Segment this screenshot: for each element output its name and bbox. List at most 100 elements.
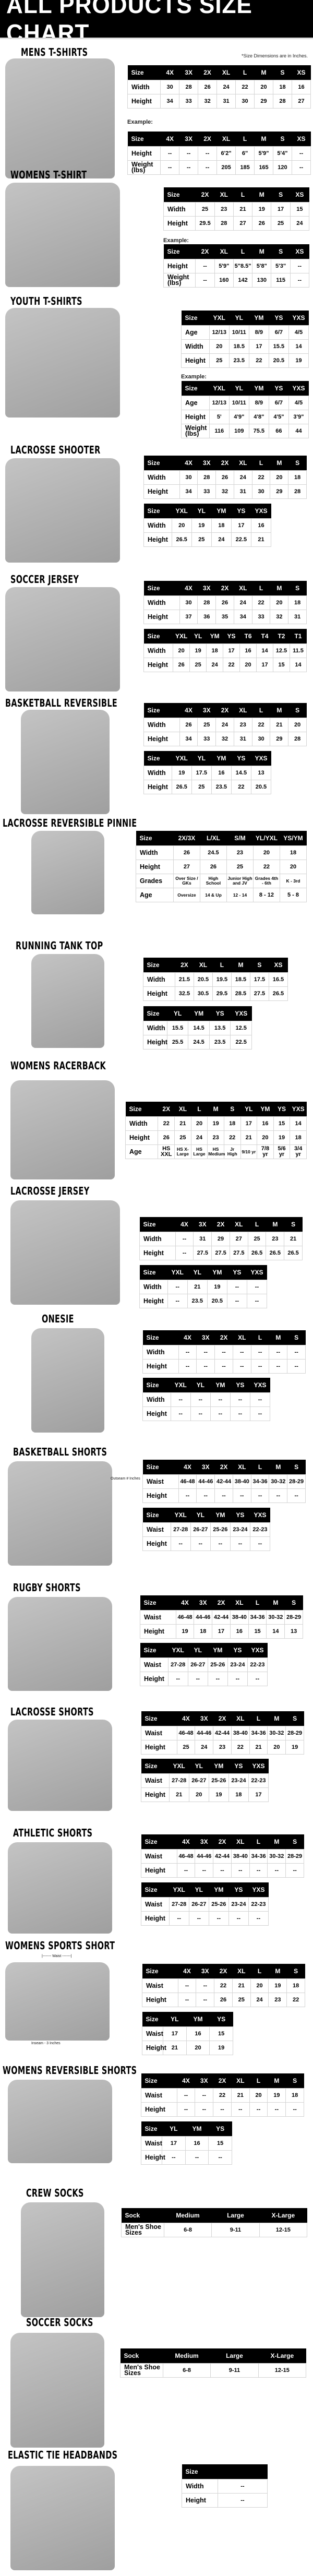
- table-cell: 20: [209, 339, 230, 354]
- column-header-size: 2X: [195, 187, 215, 202]
- table-cell: --: [267, 2102, 286, 2117]
- column-header-size: 2X: [214, 1964, 233, 1979]
- column-header-size: YXL: [171, 1508, 191, 1523]
- row-label: Height: [140, 2150, 165, 2165]
- column-header-size: YXS: [247, 1643, 268, 1658]
- table-row-grades: Grades Over Size / GKs High School Junior H…: [136, 874, 307, 888]
- column-header-size: S: [271, 187, 291, 202]
- column-header-size: YS: [231, 751, 251, 766]
- product-image-womens-t-shirt: [5, 183, 120, 287]
- table-row-width: Width 26 25 24 23 22 21 20: [143, 718, 307, 732]
- column-header-label: Size: [143, 581, 180, 596]
- column-header-size: YM: [209, 1882, 229, 1898]
- product-image-athletic-shorts: [8, 1842, 112, 1934]
- table-cell: 25: [226, 860, 254, 874]
- table-cell: 23-24: [228, 1897, 249, 1912]
- row-label: Width: [139, 1232, 176, 1246]
- column-header-size: YL: [191, 751, 212, 766]
- table-cell: 20: [254, 80, 273, 94]
- size-table: Size 4X 3X 2X XL L M S Waist 46-48 44-46 42-44 38-40…: [141, 1711, 304, 1755]
- table-row-height: Height 26 25 24 22 20 17 15 14: [143, 658, 307, 672]
- row-label: Weight (lbs): [163, 273, 196, 288]
- table-cell: 32: [270, 610, 289, 624]
- column-header-size: 4X: [178, 1460, 197, 1475]
- table-cell: 26: [215, 470, 234, 485]
- row-label: Width: [143, 643, 174, 658]
- column-header-size: YXS: [248, 1759, 269, 1774]
- size-table: Size 4X 3X 2X XL L M S Width 30 28 26 24 22 20 18 Height…: [143, 456, 307, 499]
- row-label: Waist: [141, 2088, 177, 2103]
- row-label: Height: [142, 1406, 171, 1421]
- product-image-mens-t-shirts: [5, 58, 115, 178]
- column-header-size: S: [271, 244, 291, 259]
- table-cell: 4'8": [248, 410, 269, 424]
- table-header-row: Size YL YM YS: [142, 2012, 233, 2027]
- column-header-label: Size: [182, 2464, 218, 2479]
- table-cell: --: [179, 160, 199, 175]
- table-cell: 23: [266, 1232, 285, 1246]
- section-title: RUGBY SHORTS: [13, 1581, 81, 1594]
- example-label: Example:: [127, 119, 153, 125]
- row-label: Width: [142, 1345, 179, 1359]
- table-cell: 5'9": [254, 146, 273, 161]
- column-header-size: S: [288, 456, 307, 471]
- table-cell: --: [196, 1345, 215, 1359]
- table-cell: --: [177, 1993, 197, 2007]
- table-cell: --: [291, 146, 311, 161]
- table-cell: 4'9": [228, 410, 249, 424]
- table-cell: --: [188, 1911, 209, 1926]
- row-label: Width: [143, 972, 175, 987]
- column-header-size: 3X: [196, 1330, 215, 1345]
- table-cell: --: [198, 160, 218, 175]
- table-cell: --: [210, 1536, 231, 1551]
- table-cell: 28: [197, 470, 216, 485]
- table-cell: 13: [250, 766, 272, 780]
- table-cell: --: [175, 1246, 194, 1260]
- product-image-soccer-jersey: [5, 587, 120, 691]
- table-cell: --: [178, 1345, 197, 1359]
- column-header-size: YL/YXL: [253, 831, 280, 846]
- row-label: Height: [143, 780, 172, 794]
- table-cell: 20: [279, 860, 307, 874]
- table-cell: 18: [194, 1624, 213, 1639]
- table-cell: --: [185, 2150, 209, 2165]
- table-header-row: Size 4X 3X 2X XL L M S XS: [127, 65, 311, 80]
- column-header-size: YL: [188, 1643, 208, 1658]
- table-cell: --: [232, 1359, 251, 1374]
- table-cell: 6/7: [268, 396, 289, 410]
- row-label: Height: [181, 410, 210, 424]
- row-label: Height: [139, 1246, 176, 1260]
- table-cell: 24: [290, 216, 310, 231]
- row-label: Age: [181, 325, 210, 340]
- table-cell: 26-27: [188, 1773, 209, 1788]
- table-cell: 31: [216, 94, 236, 109]
- table-cell: 25: [189, 658, 207, 672]
- column-header-size: M: [266, 1595, 285, 1611]
- column-header-size: XL: [214, 244, 234, 259]
- table-cell: 26-27: [188, 1897, 209, 1912]
- column-header-size: S: [284, 1595, 303, 1611]
- table-cell: 26.5: [268, 986, 288, 1001]
- table-cell: 37: [179, 610, 198, 624]
- table-cell: 31: [288, 610, 307, 624]
- table-cell: 30-32: [267, 1726, 286, 1740]
- table-row-waist: Waist 17 16 15: [141, 2026, 233, 2041]
- column-header-size: YXL: [169, 1882, 189, 1898]
- table-cell: 44-46: [194, 1610, 213, 1625]
- table-row-width: Width 25 23 21 19 17 15: [163, 202, 310, 217]
- table-row-men-s-shoe-sizes: Men's Shoe Sizes 6-8 9-11 12-15: [121, 2223, 308, 2237]
- table-cell: 25: [271, 216, 291, 231]
- column-header-label: Size: [181, 381, 210, 396]
- column-header-size: YM: [211, 751, 232, 766]
- table-cell: 27.5: [249, 986, 269, 1001]
- section-title: LACROSSE JERSEY: [10, 1185, 90, 1197]
- table-cell: --: [232, 1345, 251, 1359]
- column-header-label: Size: [141, 1759, 170, 1774]
- table-row-width: Width -- 21 19 -- --: [139, 1280, 268, 1294]
- row-label: Height: [143, 732, 180, 746]
- section-title: WOMENS T-SHIRT: [10, 169, 87, 181]
- table-cell: 34: [160, 94, 180, 109]
- table-cell: 20: [252, 845, 280, 860]
- table-cell: 21: [174, 1116, 191, 1131]
- table-cell: 22: [214, 1978, 233, 1993]
